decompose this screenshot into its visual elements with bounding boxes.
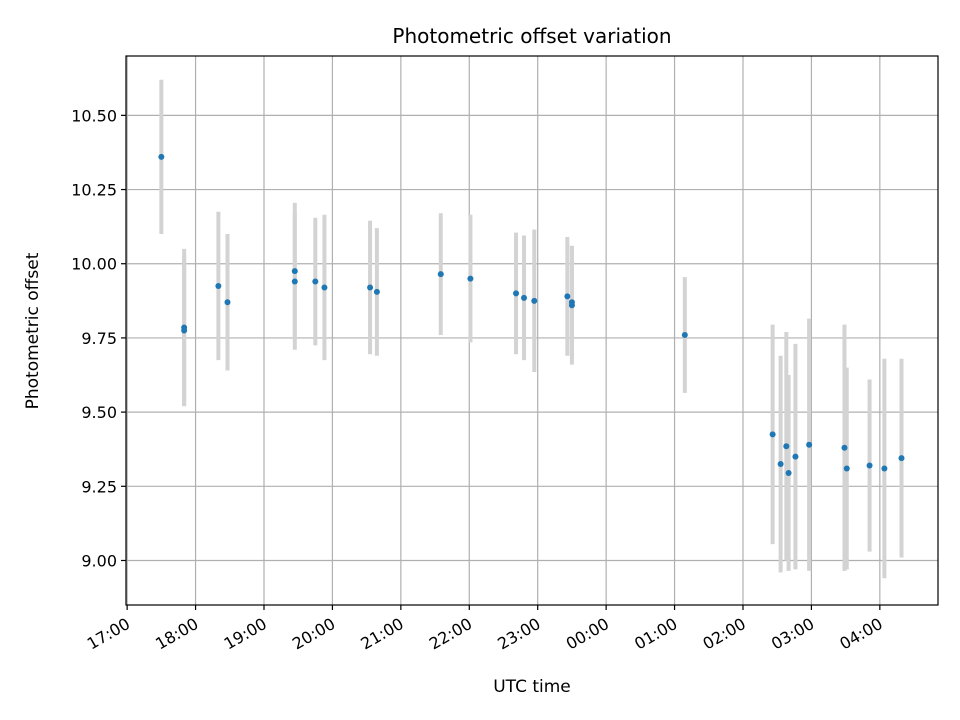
grid xyxy=(126,56,938,605)
x-tick-label: 20:00 xyxy=(289,614,338,654)
y-axis-ticks: 9.00 9.25 9.50 9.75 10.00 10.25 10.50 xyxy=(71,106,126,570)
data-point xyxy=(321,284,328,291)
y-tick-label: 9.75 xyxy=(81,329,117,348)
x-axis-title: UTC time xyxy=(493,677,571,697)
data-point xyxy=(792,453,799,460)
chart-title: Photometric offset variation xyxy=(392,24,671,48)
data-point xyxy=(681,331,688,338)
data-point xyxy=(783,443,790,450)
plot-frame xyxy=(125,55,939,606)
data-points xyxy=(158,153,905,476)
x-tick-label: 01:00 xyxy=(631,614,680,654)
x-tick-label: 04:00 xyxy=(836,614,885,654)
data-point xyxy=(291,268,298,275)
x-tick-label: 22:00 xyxy=(426,614,475,654)
data-point xyxy=(881,465,888,472)
data-point xyxy=(521,294,528,301)
x-tick-label: 17:00 xyxy=(84,614,133,654)
data-point xyxy=(181,327,188,334)
data-point xyxy=(866,462,873,469)
x-tick-label: 02:00 xyxy=(700,614,749,654)
errorbars xyxy=(159,79,904,579)
y-tick-label: 9.50 xyxy=(81,403,117,422)
data-point xyxy=(215,282,222,289)
data-point xyxy=(777,461,784,468)
data-point xyxy=(467,275,474,282)
x-tick-label: 21:00 xyxy=(357,614,406,654)
data-point xyxy=(513,290,520,297)
data-point xyxy=(158,153,165,160)
y-tick-label: 9.25 xyxy=(81,477,117,496)
data-point xyxy=(785,469,792,476)
x-tick-label: 03:00 xyxy=(768,614,817,654)
x-axis-ticks: 17:00 18:00 19:00 20:00 21:00 22:00 23:00 00:00… xyxy=(84,605,886,654)
y-tick-label: 10.25 xyxy=(71,181,117,200)
x-tick-label: 23:00 xyxy=(494,614,543,654)
y-tick-label: 10.00 xyxy=(71,255,117,274)
data-point xyxy=(291,278,298,285)
data-point xyxy=(437,271,444,278)
data-point xyxy=(806,441,813,448)
data-point xyxy=(367,284,374,291)
data-point xyxy=(843,465,850,472)
y-tick-label: 9.00 xyxy=(81,551,117,570)
data-point xyxy=(564,293,571,300)
y-tick-label: 10.50 xyxy=(71,106,117,125)
x-tick-label: 00:00 xyxy=(563,614,612,654)
data-point xyxy=(568,302,575,309)
x-tick-label: 19:00 xyxy=(221,614,270,654)
data-point xyxy=(224,299,231,306)
data-point xyxy=(898,455,905,462)
data-point xyxy=(841,444,848,451)
data-point xyxy=(373,288,380,295)
y-axis-title: Photometric offset xyxy=(23,252,43,409)
data-point xyxy=(312,278,319,285)
data-point xyxy=(531,297,538,304)
x-tick-label: 18:00 xyxy=(152,614,201,654)
data-point xyxy=(769,431,776,438)
